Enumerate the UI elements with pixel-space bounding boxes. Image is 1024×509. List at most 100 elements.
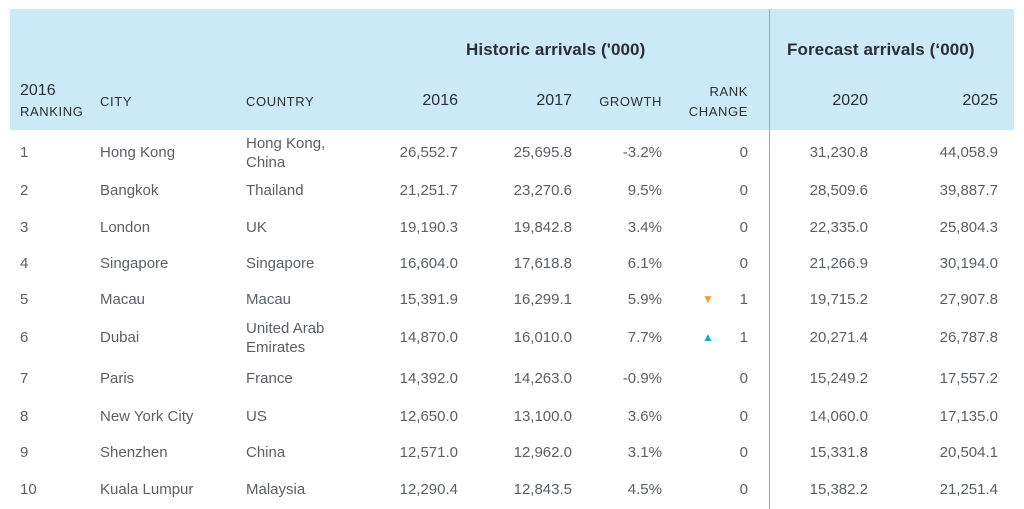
table-row: 2 Bangkok 21,251.7 23,270.6 9.5% 0 28,509.6 39,… — [10, 172, 1014, 209]
growth-cell: 3.4% — [627, 219, 662, 236]
value-2016-cell: 26,552.7 — [399, 144, 458, 161]
value-2025-cell: 30,194.0 — [939, 255, 998, 272]
rank-cell: 9 — [20, 444, 29, 461]
rank-cell: 10 — [20, 481, 37, 498]
rank-cell: 7 — [20, 370, 29, 387]
rank-change-header-line2: CHANGE — [688, 104, 748, 119]
value-2017-cell: 25,695.8 — [513, 144, 572, 161]
table-row: 3 London 19,190.3 19,842.8 3.4% 0 22,335.0 25,8… — [10, 209, 1014, 246]
value-2017-cell: 14,263.0 — [513, 370, 572, 387]
rank-change-cell: 0 — [739, 144, 748, 161]
country-cell-line2: China — [246, 154, 286, 171]
value-2017-cell: 17,618.8 — [513, 255, 572, 272]
country-cell: China — [246, 444, 286, 461]
growth-cell: 3.1% — [627, 444, 662, 461]
country-cell: France — [246, 370, 293, 387]
value-2017-cell: 19,842.8 — [513, 219, 572, 236]
country-cell: Malaysia — [246, 481, 306, 498]
country-cell: Hong Kong, — [246, 135, 326, 152]
rank-change-cell: 1 — [739, 329, 748, 346]
value-2016-cell: 14,392.0 — [399, 370, 458, 387]
value-2025-cell: 17,135.0 — [939, 408, 998, 425]
table-row: 5 Macau 15,391.9 16,299.1 5.9% 1 19,715.2 27,90… — [10, 281, 1014, 318]
value-2020-cell: 15,249.2 — [809, 370, 868, 387]
city-cell: Macau — [100, 291, 146, 308]
value-2020-cell: 14,060.0 — [809, 408, 868, 425]
value-2016-cell: 21,251.7 — [399, 182, 458, 199]
country-header: COUNTRY — [246, 94, 315, 109]
value-2025-cell: 17,557.2 — [939, 370, 998, 387]
table-row: 10 Kuala Lumpur 12,290.4 12,843.5 4.5% 0 15,38… — [10, 471, 1014, 508]
value-2016-cell: 12,650.0 — [399, 408, 458, 425]
value-2020-cell: 20,271.4 — [809, 329, 868, 346]
year-2017-header: 2017 — [536, 92, 572, 109]
rank-cell: 4 — [20, 255, 29, 272]
value-2020-cell: 31,230.8 — [809, 144, 868, 161]
country-cell: Macau — [246, 291, 292, 308]
value-2016-cell: 12,571.0 — [399, 444, 458, 461]
growth-cell: -0.9% — [622, 370, 662, 387]
value-2020-cell: 22,335.0 — [809, 219, 868, 236]
country-cell: US — [246, 408, 267, 425]
historic-arrivals-title: Historic arrivals ('000) — [466, 40, 646, 59]
rank-change-cell: 1 — [739, 291, 748, 308]
value-2017-cell: 16,299.1 — [513, 291, 572, 308]
rank-change-cell: 0 — [739, 408, 748, 425]
table-row: 4 Singapore 16,604.0 17,618.8 6.1% 0 21,266.9 3… — [10, 245, 1014, 282]
value-2025-cell: 26,787.8 — [939, 329, 998, 346]
value-2016-cell: 12,290.4 — [399, 481, 458, 498]
growth-cell: 3.6% — [627, 408, 662, 425]
value-2017-cell: 23,270.6 — [513, 182, 572, 199]
rank-change-cell: 0 — [739, 481, 748, 498]
value-2025-cell: 27,907.8 — [939, 291, 998, 308]
city-header: CITY — [100, 94, 133, 109]
rank-cell: 1 — [20, 144, 29, 161]
rank-change-cell: 0 — [739, 444, 748, 461]
value-2025-cell: 44,058.9 — [939, 144, 998, 161]
forecast-arrivals-title: Forecast arrivals (‘000) — [787, 40, 975, 59]
growth-cell: 9.5% — [627, 182, 662, 199]
rank-down-arrow-icon: ▼ — [702, 292, 714, 306]
year-2025-header: 2025 — [962, 92, 998, 109]
city-cell: Singapore — [100, 255, 169, 272]
rank-cell: 8 — [20, 408, 29, 425]
table-row: 7 Paris 14,392.0 14,263.0 -0.9% 0 15,249.2 17,5… — [10, 360, 1014, 397]
value-2020-cell: 15,382.2 — [809, 481, 868, 498]
country-cell: UK — [246, 219, 267, 236]
table-row: 1 Hong Kong 26,552.7 25,695.8 -3.2% 0 31,230.8… — [10, 134, 1014, 171]
city-cell: Dubai — [100, 329, 140, 346]
rank-change-cell: 0 — [739, 255, 748, 272]
country-cell: Thailand — [246, 182, 304, 199]
table-row: 8 New York City 12,650.0 13,100.0 3.6% 0 14,06… — [10, 398, 1014, 435]
city-cell: New York City — [100, 408, 194, 425]
rank-cell: 5 — [20, 291, 29, 308]
value-2016-cell: 15,391.9 — [399, 291, 458, 308]
rank-cell: 3 — [20, 219, 29, 236]
growth-cell: 5.9% — [627, 291, 662, 308]
city-cell: Hong Kong — [100, 144, 176, 161]
value-2025-cell: 21,251.4 — [939, 481, 998, 498]
rankings-table: Historic arrivals ('000) Forecast arriva… — [10, 0, 1014, 509]
rank-change-cell: 0 — [739, 219, 748, 236]
value-2017-cell: 16,010.0 — [513, 329, 572, 346]
country-cell: United Arab — [246, 320, 325, 337]
value-2016-cell: 16,604.0 — [399, 255, 458, 272]
rank-cell: 6 — [20, 329, 29, 346]
rank-change-cell: 0 — [739, 370, 748, 387]
value-2016-cell: 19,190.3 — [399, 219, 458, 236]
value-2020-cell: 19,715.2 — [809, 291, 868, 308]
ranking-header-label: RANKING — [20, 104, 84, 119]
country-cell: Singapore — [246, 255, 315, 272]
rank-up-arrow-icon: ▲ — [702, 330, 714, 344]
value-2025-cell: 25,804.3 — [939, 219, 998, 236]
value-2025-cell: 20,504.1 — [939, 444, 998, 461]
table-header: Historic arrivals ('000) Forecast arriva… — [10, 9, 1014, 130]
ranking-header-year: 2016 — [20, 82, 56, 99]
city-cell: Bangkok — [100, 182, 159, 199]
value-2025-cell: 39,887.7 — [939, 182, 998, 199]
forecast-divider — [769, 9, 770, 509]
growth-header: GROWTH — [599, 94, 662, 109]
growth-cell: -3.2% — [622, 144, 662, 161]
city-cell: Shenzhen — [100, 444, 168, 461]
value-2020-cell: 28,509.6 — [809, 182, 868, 199]
